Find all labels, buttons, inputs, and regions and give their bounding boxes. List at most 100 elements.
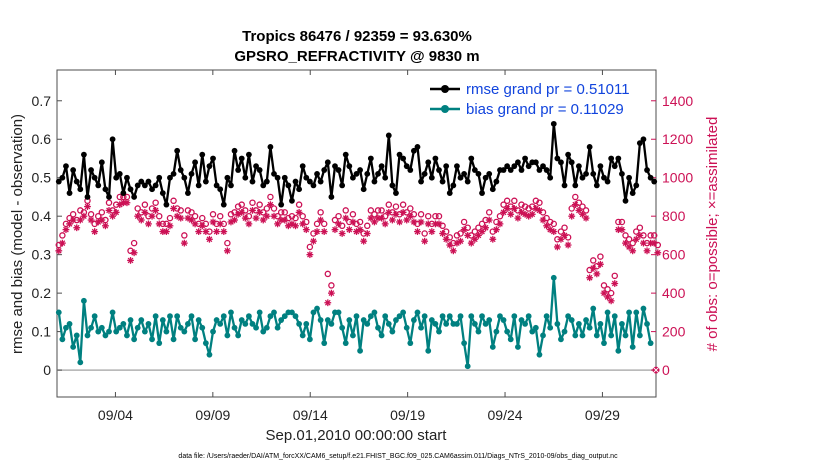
possible-obs-marker <box>460 218 468 226</box>
bias-point <box>396 313 403 320</box>
rmse-point <box>507 167 514 173</box>
rmse-point <box>274 174 281 181</box>
bias-point <box>497 313 503 320</box>
rmse-point <box>306 178 313 185</box>
assimilated-obs-marker <box>514 214 522 222</box>
bias-point <box>586 324 593 331</box>
possible-obs-marker <box>654 241 662 249</box>
rmse-point <box>141 182 148 189</box>
possible-obs-marker <box>277 209 285 216</box>
rmse-point <box>436 167 442 173</box>
assimilated-obs-marker <box>345 226 353 234</box>
possible-obs-marker <box>503 197 511 205</box>
rmse-point <box>120 190 127 197</box>
bias-point <box>601 340 607 347</box>
rmse-point <box>367 155 374 162</box>
x-tick-label: 09/29 <box>585 407 620 423</box>
rmse-point <box>543 167 550 173</box>
bias-point <box>439 313 446 320</box>
possible-obs-marker <box>242 207 249 214</box>
rmse-point <box>425 159 432 166</box>
possible-obs-marker <box>170 197 177 205</box>
rmse-point <box>393 190 399 197</box>
bias-point <box>156 340 163 347</box>
bias-point <box>335 309 342 316</box>
rmse-point <box>267 144 274 150</box>
assimilated-obs-marker <box>356 226 364 234</box>
possible-obs-marker <box>392 203 400 210</box>
rmse-point <box>378 163 385 170</box>
assimilated-obs-marker <box>636 232 644 239</box>
rmse-point <box>106 194 112 200</box>
rmse-point <box>579 174 586 181</box>
assimilated-obs-marker <box>162 228 170 235</box>
possible-obs-marker <box>582 207 590 214</box>
bias-point <box>515 344 521 350</box>
possible-obs-marker <box>471 228 479 235</box>
rmse-point <box>109 136 116 143</box>
possible-obs-marker <box>231 209 238 216</box>
assimilated-obs-marker <box>62 226 70 234</box>
bias-point <box>98 324 105 331</box>
bias-point <box>159 317 166 323</box>
bias-point <box>202 340 209 347</box>
assimilated-obs-marker <box>449 247 457 255</box>
rmse-point <box>167 174 173 181</box>
bias-point <box>321 340 328 347</box>
assimilated-obs-marker <box>313 228 321 235</box>
bias-point <box>597 321 604 327</box>
bias-point <box>152 313 159 320</box>
possible-obs-marker <box>317 209 324 216</box>
x-tick-label: 09/24 <box>488 407 523 423</box>
rmse-point <box>575 163 582 170</box>
possible-obs-marker <box>98 209 106 216</box>
rmse-point <box>346 163 353 170</box>
possible-obs-marker <box>589 257 597 264</box>
bias-point <box>77 359 84 366</box>
assimilated-obs-marker <box>256 208 264 216</box>
bias-point <box>231 324 238 331</box>
assimilated-obs-marker <box>629 247 637 255</box>
possible-obs-marker <box>593 262 601 270</box>
possible-obs-marker <box>270 205 278 212</box>
possible-obs-marker <box>238 201 245 208</box>
bias-point <box>572 332 579 339</box>
bias-point <box>213 317 220 323</box>
possible-obs-marker <box>511 197 518 205</box>
possible-obs-marker <box>303 218 310 226</box>
y-right-tick-label: 1000 <box>662 170 693 186</box>
bias-point <box>475 328 482 335</box>
rmse-point <box>102 186 109 193</box>
rmse-point <box>428 174 435 181</box>
assimilated-obs-marker <box>292 222 299 230</box>
rmse-point <box>382 174 389 181</box>
rmse-point <box>640 136 647 143</box>
rmse-point <box>88 167 94 173</box>
bias-point <box>457 313 464 320</box>
bias-point <box>314 305 320 312</box>
bias-point <box>468 313 475 320</box>
possible-obs-marker <box>313 220 321 228</box>
bias-point <box>188 313 195 320</box>
bias-point <box>357 347 363 354</box>
assimilated-obs-marker <box>464 232 472 239</box>
possible-obs-marker <box>371 211 378 218</box>
assimilated-obs-marker <box>267 201 274 209</box>
y-right-tick-label: 0 <box>662 362 670 378</box>
possible-obs-marker <box>435 212 443 220</box>
possible-obs-marker <box>295 201 303 208</box>
possible-obs-marker <box>625 236 633 243</box>
bias-point <box>360 317 367 323</box>
assimilated-obs-marker <box>435 220 443 228</box>
bias-point <box>149 336 155 343</box>
rmse-point <box>357 167 363 173</box>
obs-count-markers <box>55 193 662 307</box>
assimilated-obs-marker <box>571 201 579 209</box>
rmse-point <box>335 167 342 173</box>
possible-obs-marker <box>224 239 231 247</box>
possible-obs-marker <box>539 209 547 216</box>
bias-point <box>73 332 80 339</box>
rmse-point <box>522 155 528 162</box>
rmse-point <box>235 167 242 173</box>
assimilated-obs-marker <box>643 247 651 255</box>
